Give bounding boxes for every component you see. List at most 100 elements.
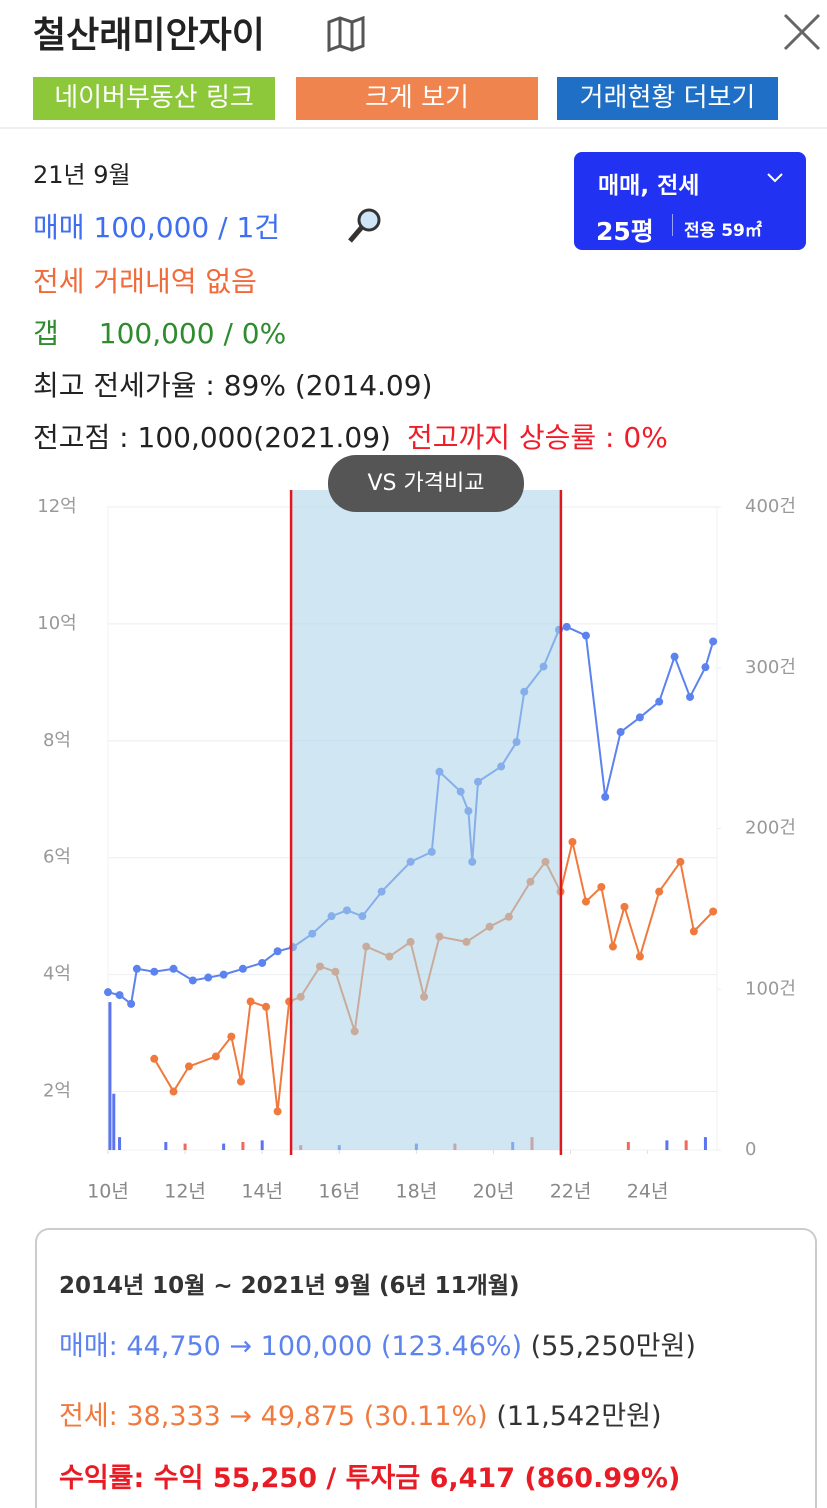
price-point xyxy=(169,1087,178,1096)
filter-dropdown[interactable]: 매매, 전세 25평 전용 59㎡ xyxy=(574,152,806,250)
date: 21년 9월 xyxy=(33,161,131,189)
title: 철산래미안자이 xyxy=(33,15,265,56)
price-point xyxy=(115,991,124,1000)
volume-bar xyxy=(164,1141,168,1150)
gap-value: 100,000 / 0% xyxy=(98,317,287,350)
summary-yield: 수익률: 수익 55,250 / 투자금 6,417 (860.99%) xyxy=(59,1456,680,1495)
price-point xyxy=(689,927,698,936)
volume-bar xyxy=(118,1137,122,1150)
summary-box: 2014년 10월 ~ 2021년 9월 (6년 11개월) 매매: 44,75… xyxy=(35,1228,817,1508)
compare-range xyxy=(291,490,561,1150)
filter-size: 25평 xyxy=(596,217,654,246)
price-point xyxy=(150,1054,159,1063)
price-point xyxy=(262,1002,271,1011)
summary-change: 수익 55,250 / 투자금 6,417 (860.99%) xyxy=(153,1463,681,1494)
price-point xyxy=(236,1077,245,1086)
price-point xyxy=(655,697,664,706)
gap-line: 갭 100,000 / 0% xyxy=(33,312,286,352)
price-point xyxy=(184,1062,193,1071)
volume-bar xyxy=(222,1143,226,1150)
separator xyxy=(0,127,827,129)
enlarge-button[interactable]: 크게 보기 xyxy=(296,77,538,120)
y2-tick-label: 0 xyxy=(745,1139,756,1160)
naver-link-button[interactable]: 네이버부동산 링크 xyxy=(33,77,275,120)
price-point xyxy=(709,637,718,646)
divider xyxy=(672,214,673,236)
y2-tick-label: 100건 xyxy=(745,978,796,999)
price-point xyxy=(132,964,141,973)
volume-bar xyxy=(112,1093,116,1150)
price-point xyxy=(601,792,610,801)
x-tick-label: 14년 xyxy=(241,1181,283,1203)
summary-sale: 매매: 44,750 → 100,000 (123.46%) (55,250만원… xyxy=(59,1324,696,1363)
volume-bar xyxy=(703,1137,707,1150)
compare-label: VS 가격비교 xyxy=(368,471,485,496)
price-point xyxy=(616,728,625,737)
price-point xyxy=(686,692,695,701)
close-button[interactable] xyxy=(782,12,822,52)
y-tick-label: 8억 xyxy=(43,730,71,751)
filter-area: 전용 59㎡ xyxy=(684,221,762,241)
y-tick-label: 6억 xyxy=(43,847,71,868)
volume-bar xyxy=(183,1143,187,1150)
peak-line: 전고점 : 100,000(2021.09) 전고까지 상승률 : 0% xyxy=(33,416,668,456)
price-point xyxy=(670,652,679,661)
y-tick-label: 2억 xyxy=(43,1081,71,1102)
x-tick-label: 12년 xyxy=(164,1181,206,1203)
price-point xyxy=(227,1032,236,1041)
peak: 전고점 : 100,000(2021.09) xyxy=(33,421,391,454)
summary-amount: (55,250만원) xyxy=(530,1331,696,1362)
search-icon[interactable] xyxy=(345,206,385,246)
summary-jeonse: 전세: 38,333 → 49,875 (30.11%) (11,542만원) xyxy=(59,1394,662,1433)
price-point xyxy=(655,887,664,896)
chart: 2억 4억 6억 8억 10억 12억 0 100건 200건 300건 400건 10년 12년 14년… xyxy=(37,455,796,1203)
summary-change: 44,750 → 100,000 (123.46%) xyxy=(126,1331,523,1362)
volume-bar xyxy=(108,1002,112,1150)
more-trades-button[interactable]: 거래현황 더보기 xyxy=(557,77,778,120)
summary-label: 매매: xyxy=(59,1331,118,1362)
summary-change: 38,333 → 49,875 (30.11%) xyxy=(126,1401,488,1432)
chevron xyxy=(767,173,783,183)
x-tick-label: 10년 xyxy=(87,1181,129,1203)
price-point xyxy=(568,837,577,846)
price-point xyxy=(635,952,644,961)
y-tick-label: 12억 xyxy=(37,496,76,517)
price-point xyxy=(127,999,136,1008)
price-point xyxy=(597,882,606,891)
price-point xyxy=(150,967,159,976)
summary-amount: (11,542만원) xyxy=(496,1401,662,1432)
y-tick-label: 10억 xyxy=(37,613,76,634)
price-point xyxy=(608,942,617,951)
y2-tick-label: 200건 xyxy=(745,818,796,839)
price-point xyxy=(211,1052,220,1061)
price-point xyxy=(273,1107,282,1116)
price-point xyxy=(581,897,590,906)
x-tick-label: 18년 xyxy=(396,1181,438,1203)
price-point xyxy=(169,964,178,973)
y2-tick-label: 300건 xyxy=(745,657,796,678)
price-point xyxy=(709,907,718,916)
sale-line: 매매 100,000 / 1건 xyxy=(33,206,280,246)
summary-label: 전세: xyxy=(59,1401,118,1432)
price-point xyxy=(219,970,228,979)
y2-tick-label: 400건 xyxy=(745,496,796,517)
filter-type: 매매, 전세 xyxy=(598,173,700,199)
x-tick-label: 16년 xyxy=(318,1181,360,1203)
jeonse-line: 전세 거래내역 없음 xyxy=(33,265,257,298)
rise: 전고까지 상승률 : 0% xyxy=(406,421,668,454)
sale-value: 100,000 / 1건 xyxy=(93,211,281,244)
gap-label: 갭 xyxy=(33,317,59,350)
volume-bar xyxy=(260,1140,264,1150)
max-ratio: 최고 전세가율 : 89% (2014.09) xyxy=(33,369,433,402)
price-point xyxy=(635,713,644,722)
x-tick-label: 24년 xyxy=(627,1181,669,1203)
map-icon[interactable] xyxy=(326,16,366,52)
compare-badge xyxy=(327,455,524,512)
volume-bar xyxy=(665,1140,669,1150)
x-tick-label: 22년 xyxy=(550,1181,592,1203)
price-point xyxy=(273,947,282,956)
volume-bar xyxy=(626,1141,630,1150)
price-point xyxy=(581,631,590,640)
volume-bar xyxy=(684,1140,688,1150)
